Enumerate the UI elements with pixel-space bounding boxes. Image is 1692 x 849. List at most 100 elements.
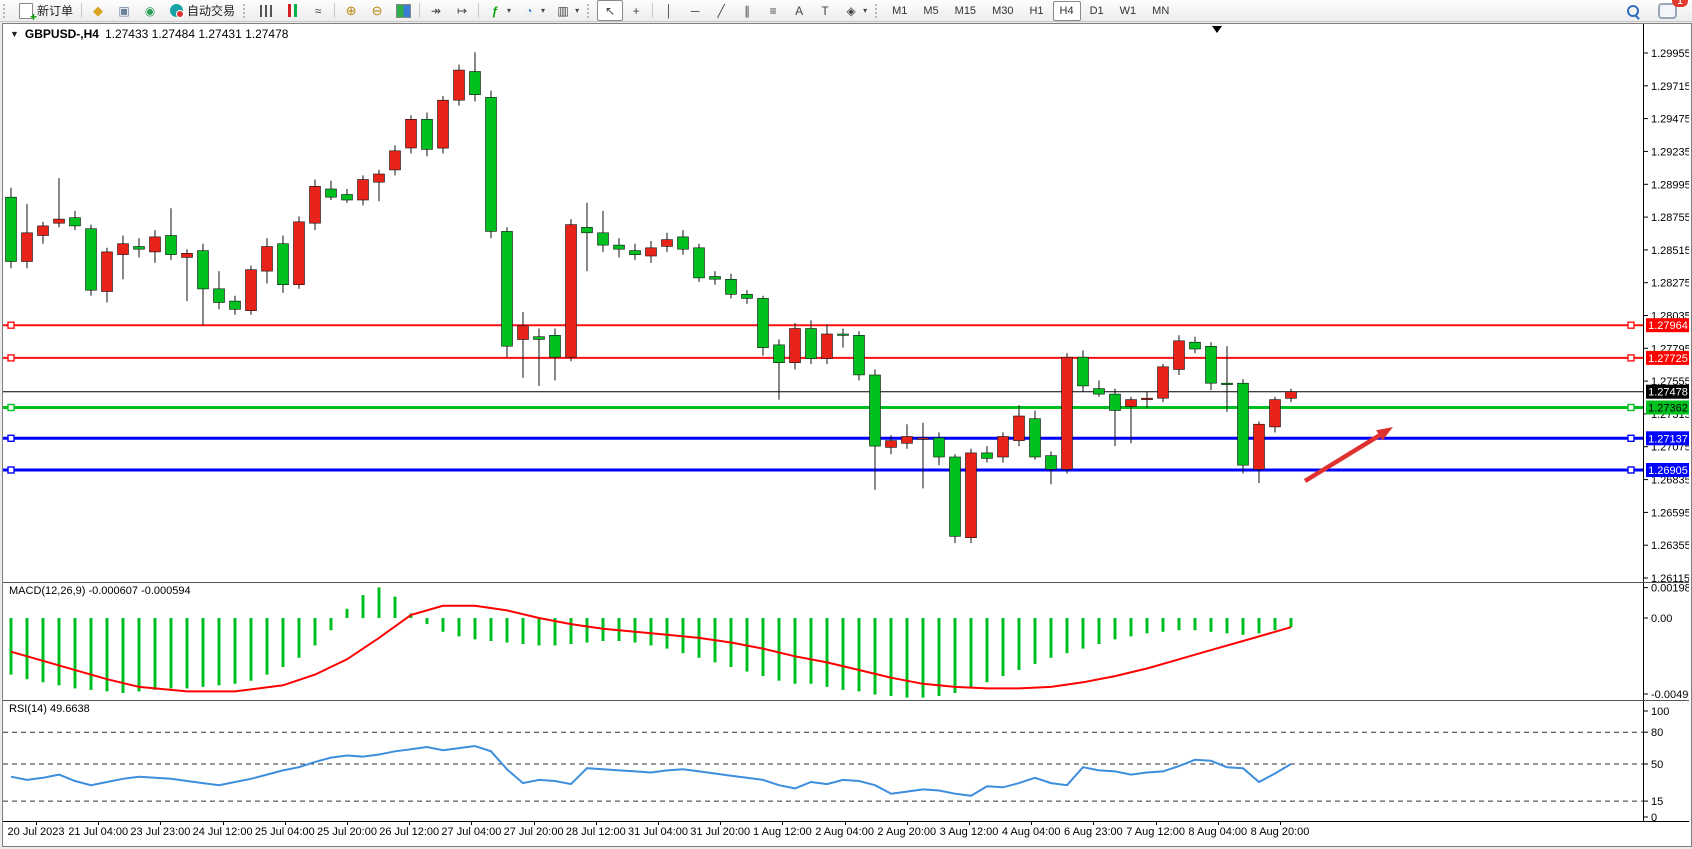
- candle: [741, 290, 753, 304]
- time-label: 4 Aug 04:00: [1001, 826, 1061, 838]
- price-chart: 1.29955 1.29715 1.29475 1.29235 1.28995 1.287…: [3, 24, 1689, 582]
- hline-handle[interactable]: [7, 466, 15, 474]
- hline-handle[interactable]: [1627, 466, 1635, 474]
- zoom-in-button[interactable]: ⊕: [338, 0, 364, 21]
- macd-panel[interactable]: MACD(12,26,9) -0.000607 -0.000594 0.0019…: [3, 582, 1689, 700]
- signal-button[interactable]: ◉: [137, 0, 163, 21]
- time-tick: [595, 822, 597, 825]
- template-select-button[interactable]: ▥ ▾: [550, 0, 584, 21]
- price-tick: 1.29475: [1651, 114, 1689, 126]
- bar-chart-icon: [259, 4, 273, 17]
- chart-window: ▼ GBPUSD-,H4 1.27433 1.27484 1.27431 1.2…: [2, 23, 1692, 847]
- hline-1.27362[interactable]: 1.27362: [3, 400, 1689, 415]
- time-tick: [1217, 822, 1219, 825]
- timeframe-m5[interactable]: M5: [923, 4, 939, 17]
- main-chart-panel[interactable]: ▼ GBPUSD-,H4 1.27433 1.27484 1.27431 1.2…: [3, 24, 1689, 582]
- candle: [1109, 388, 1121, 447]
- macd-bar: [1033, 618, 1037, 664]
- symbol-dropdown-icon[interactable]: ▼: [10, 29, 19, 39]
- fibonacci-button[interactable]: ≡: [760, 0, 786, 21]
- hline-price-label: 1.27362: [1648, 403, 1688, 415]
- hline-1.27725[interactable]: 1.27725: [3, 350, 1689, 365]
- new-order-button[interactable]: + 新订单: [13, 0, 78, 23]
- macd-bar: [297, 618, 301, 658]
- time-tick: [36, 822, 37, 825]
- add-indicator-button[interactable]: ƒ ▾: [482, 0, 516, 21]
- time-label: 24 Jul 12:00: [192, 826, 253, 838]
- timeframe-d1[interactable]: D1: [1089, 4, 1104, 17]
- zoom-out-button[interactable]: ⊖: [364, 0, 390, 21]
- time-label: 27 Jul 04:00: [441, 826, 502, 838]
- candle: [1141, 391, 1153, 408]
- hline-icon: ─: [690, 3, 700, 18]
- candlestick-chart-button[interactable]: [279, 0, 305, 21]
- text-tool-button[interactable]: A: [786, 0, 812, 21]
- annotation-arrow[interactable]: [1303, 427, 1393, 483]
- hline-1.27137[interactable]: 1.27137: [3, 431, 1689, 446]
- hline-1.27478[interactable]: 1.27478: [3, 384, 1689, 399]
- time-label: 7 Aug 12:00: [1126, 826, 1185, 838]
- candle: [549, 328, 561, 381]
- tile-windows-button[interactable]: [390, 0, 416, 21]
- hline-handle[interactable]: [7, 354, 15, 362]
- timeframe-w1[interactable]: W1: [1119, 4, 1137, 17]
- candle: [1173, 335, 1185, 375]
- macd-bar: [1177, 618, 1181, 631]
- market-watch-button[interactable]: ◆: [85, 0, 111, 21]
- trendline-button[interactable]: ╱: [708, 0, 734, 21]
- timeframe-m1[interactable]: M1: [892, 4, 908, 17]
- rsi-tick: 100: [1651, 706, 1669, 718]
- hline-handle[interactable]: [7, 403, 15, 412]
- notifications-button[interactable]: 1: [1653, 0, 1688, 21]
- macd-bar: [249, 618, 253, 681]
- timeframe-m30[interactable]: M30: [992, 4, 1014, 17]
- hline-handle[interactable]: [1627, 354, 1635, 362]
- candle: [117, 235, 129, 280]
- period-select-button[interactable]: ◔ ▾: [516, 0, 550, 21]
- price-tick: 1.28755: [1651, 212, 1689, 224]
- hline-1.26905[interactable]: 1.26905: [3, 463, 1689, 477]
- price-tick: 1.26595: [1651, 507, 1689, 519]
- vline-button[interactable]: │: [656, 0, 682, 21]
- timeframe-h1[interactable]: H1: [1029, 4, 1044, 17]
- search-button[interactable]: [1621, 0, 1645, 21]
- candle: [661, 232, 673, 252]
- candle: [1077, 350, 1089, 392]
- hline-1.27964[interactable]: 1.27964: [3, 318, 1689, 333]
- toolbar-grip[interactable]: [3, 3, 10, 18]
- hline-handle[interactable]: [1627, 434, 1635, 442]
- timeframe-h4[interactable]: H4: [1052, 0, 1081, 21]
- macd-bar: [441, 618, 445, 632]
- signal-icon: ◉: [144, 3, 156, 18]
- hline-button[interactable]: ─: [682, 0, 708, 21]
- autotrading-button[interactable]: 自动交易: [163, 0, 240, 21]
- time-axis[interactable]: 20 Jul 2023 21 Jul 04:00 23 Jul 23:00 24 Ju…: [3, 821, 1689, 843]
- fibonacci-icon: ≡: [769, 3, 777, 18]
- rsi-label: RSI(14) 49.6638: [9, 703, 90, 715]
- cursor-button[interactable]: ↖: [597, 0, 624, 21]
- candle: [421, 112, 433, 157]
- bar-chart-button[interactable]: [253, 0, 279, 21]
- terminal-button[interactable]: ▣: [111, 0, 137, 21]
- channel-button[interactable]: ∥: [734, 0, 760, 21]
- timeframe-mn[interactable]: MN: [1152, 4, 1170, 17]
- shapes-button[interactable]: ◈ ▾: [838, 0, 872, 21]
- hline-handle[interactable]: [7, 321, 15, 329]
- macd-bar: [1017, 618, 1021, 670]
- price-tick: 1.28995: [1651, 179, 1689, 191]
- candle: [229, 295, 241, 315]
- candle: [1125, 396, 1137, 444]
- macd-bar: [793, 618, 797, 684]
- rsi-tick: 15: [1651, 796, 1663, 808]
- label-tool-button[interactable]: T: [812, 0, 838, 21]
- auto-scroll-button[interactable]: ↠: [423, 0, 449, 21]
- candle: [613, 238, 625, 258]
- hline-handle[interactable]: [1627, 403, 1635, 412]
- rsi-panel[interactable]: RSI(14) 49.6638 100 80 50 15 0: [3, 700, 1689, 822]
- chart-shift-button[interactable]: ↦: [449, 0, 475, 21]
- crosshair-button[interactable]: +: [623, 0, 649, 21]
- line-chart-button[interactable]: ≈: [305, 0, 331, 21]
- timeframe-m15[interactable]: M15: [954, 4, 977, 17]
- hline-handle[interactable]: [1627, 321, 1635, 329]
- hline-handle[interactable]: [7, 434, 15, 442]
